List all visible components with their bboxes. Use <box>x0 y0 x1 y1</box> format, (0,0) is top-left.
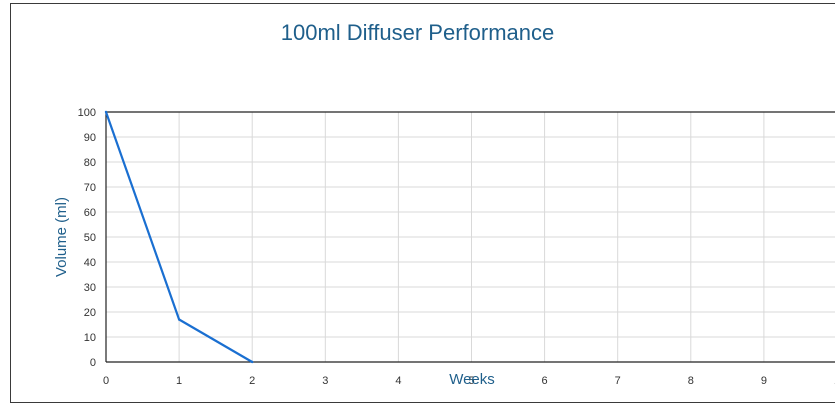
y-tick-label: 10 <box>84 332 96 344</box>
x-tick-label: 5 <box>468 375 474 387</box>
x-tick-label: 1 <box>834 375 835 387</box>
x-tick-label: 7 <box>615 375 621 387</box>
x-tick-label: 4 <box>395 375 401 387</box>
data-point <box>177 318 181 321</box>
x-tick-label: 8 <box>688 375 694 387</box>
y-tick-label: 40 <box>84 257 96 269</box>
y-tick-labels: 0 10 20 30 40 50 60 70 80 90 100 <box>78 107 96 369</box>
y-tick-label: 50 <box>84 232 96 244</box>
x-tick-labels: 0 1 2 3 4 5 6 7 8 9 1 <box>103 375 835 387</box>
grid-lines <box>105 111 835 363</box>
axes <box>105 111 835 363</box>
x-tick-label: 2 <box>249 375 255 387</box>
x-tick-label: 0 <box>103 375 109 387</box>
x-tick-label: 1 <box>176 375 182 387</box>
x-axis-label: Weeks <box>449 371 495 388</box>
y-tick-label: 90 <box>84 132 96 144</box>
chart-title: 100ml Diffuser Performance <box>280 20 555 45</box>
x-tick-label: 3 <box>322 375 328 387</box>
y-tick-label: 80 <box>84 157 96 169</box>
y-tick-label: 0 <box>90 357 96 369</box>
y-tick-label: 20 <box>84 307 96 319</box>
y-tick-label: 30 <box>84 282 96 294</box>
x-tick-label: 9 <box>761 375 767 387</box>
y-axis-label: Volume (ml) <box>53 197 70 277</box>
y-tick-label: 100 <box>78 107 96 119</box>
y-tick-label: 70 <box>84 182 96 194</box>
x-tick-label: 6 <box>542 375 548 387</box>
data-point <box>251 360 254 364</box>
y-tick-label: 60 <box>84 207 96 219</box>
data-point <box>104 110 108 114</box>
series-lines <box>104 110 254 364</box>
chart-frame <box>10 3 835 403</box>
